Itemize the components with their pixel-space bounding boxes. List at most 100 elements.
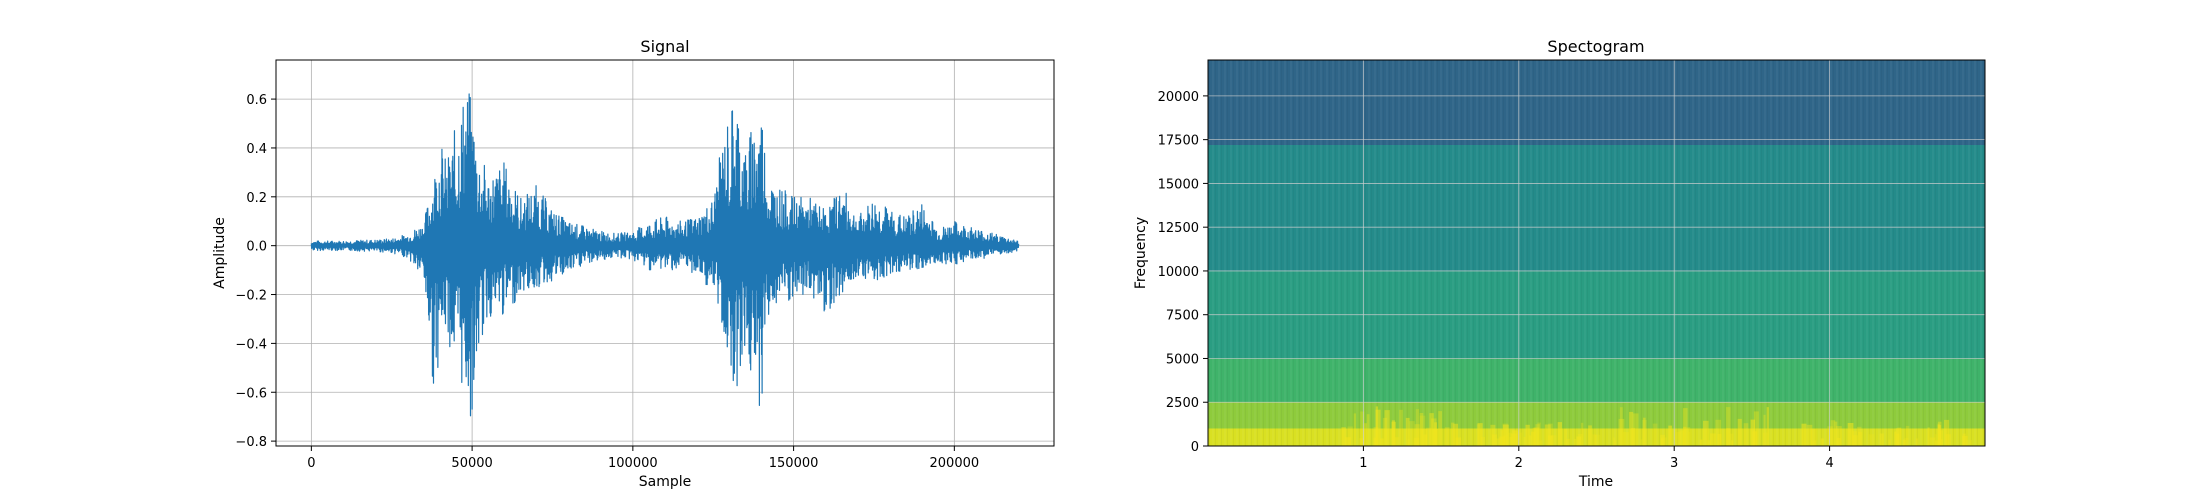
- spectrogram-energy: [1531, 431, 1536, 446]
- spectrogram-energy: [1806, 424, 1813, 446]
- signal-ytick-label: 0.6: [246, 93, 267, 108]
- spectrogram-energy: [1834, 421, 1838, 446]
- spectrogram-energy: [1619, 407, 1623, 446]
- spectrogram-energy: [1945, 434, 1952, 446]
- spectrogram-energy: [1710, 433, 1716, 446]
- spectrogram-energy: [1726, 428, 1730, 446]
- spectrogram-energy: [1643, 417, 1646, 446]
- signal-ylabel: Amplitude: [212, 217, 228, 289]
- spectrogram-energy: [1438, 411, 1442, 446]
- signal-ytick-label: 0.2: [246, 191, 267, 206]
- spectrogram-energy: [1934, 440, 1939, 446]
- spectrogram-grid: [1208, 60, 1985, 446]
- spectrogram-energy: [1962, 435, 1968, 446]
- spectrogram-energy: [1629, 411, 1634, 446]
- spectrogram-energy: [1507, 432, 1512, 446]
- spectrogram-energy: [1391, 421, 1396, 446]
- spectrogram-energy: [1525, 424, 1530, 446]
- signal-ytick-label: 0.4: [246, 142, 267, 157]
- spectrogram-energy: [1533, 427, 1540, 446]
- spectrogram-energy: [1399, 409, 1403, 446]
- signal-xtick-label: 100000: [608, 456, 658, 471]
- spectrogram-energy: [1966, 440, 1972, 446]
- spectrogram-ytick-label: 20000: [1158, 90, 1199, 105]
- spectrogram-energy: [1683, 426, 1687, 446]
- spectrogram-energy: [1539, 440, 1543, 446]
- spectrogram-energy: [1944, 419, 1950, 446]
- spectrogram-energy: [1726, 407, 1731, 446]
- signal-ytick-label: −0.2: [235, 289, 267, 304]
- spectrogram-energy: [1379, 438, 1384, 446]
- spectrogram-energy: [1395, 437, 1400, 446]
- spectrogram-energy: [1830, 420, 1836, 446]
- spectrogram-energy: [1888, 439, 1891, 446]
- spectrogram-energy: [1929, 437, 1936, 446]
- spectrogram-energy: [1373, 437, 1377, 446]
- spectrogram-energy: [1763, 414, 1766, 446]
- spectrogram-energy: [1766, 407, 1769, 446]
- signal-xtick-label: 0: [307, 456, 315, 471]
- spectrogram-ytick-label: 5000: [1166, 352, 1199, 367]
- spectrogram-energy: [1904, 437, 1909, 446]
- spectrogram-energy: [1835, 426, 1842, 446]
- spectrogram-frame: [1207, 59, 1986, 447]
- spectrogram-energy: [1360, 411, 1365, 446]
- spectrogram-energy: [1384, 410, 1390, 446]
- spectrogram-texture: [1208, 60, 1985, 446]
- spectrogram-energy: [1934, 434, 1937, 446]
- spectrogram-energy: [1502, 435, 1508, 446]
- signal-ytick-label: −0.4: [235, 337, 267, 352]
- spectrogram-ylabel: Frequency: [1133, 217, 1149, 289]
- spectrogram-heatmap: [1208, 60, 1985, 446]
- spectrogram-energy: [1731, 440, 1734, 446]
- spectrogram-energy: [1455, 437, 1462, 446]
- signal-xtick-label: 150000: [769, 456, 819, 471]
- spectrogram-energy: [1915, 438, 1919, 446]
- spectrogram-energy: [1444, 427, 1450, 446]
- spectrogram-energy: [1905, 425, 1910, 446]
- spectrogram-energy: [1502, 424, 1509, 446]
- spectrogram-energy: [1729, 433, 1734, 446]
- spectrogram-energy: [1707, 440, 1712, 446]
- spectrogram-energy: [1409, 421, 1415, 446]
- spectrogram-energy: [1613, 437, 1616, 446]
- spectrogram-energy: [1937, 421, 1942, 446]
- spectrogram-energy: [1868, 434, 1875, 446]
- spectrogram-energy: [1737, 418, 1742, 446]
- spectrogram-energy: [1566, 438, 1570, 446]
- spectrogram-energy: [1480, 437, 1485, 446]
- spectrogram-energy: [1683, 408, 1688, 446]
- signal-series: [310, 93, 1020, 417]
- spectrogram-ytick-label: 2500: [1166, 396, 1199, 411]
- spectrogram-energy: [1429, 413, 1434, 446]
- spectrogram-energy: [1699, 439, 1703, 446]
- spectrogram-energy: [1618, 418, 1625, 446]
- signal-xlabel: Sample: [639, 474, 692, 490]
- spectrogram-energy: [1927, 427, 1930, 446]
- spectrogram-energy: [1852, 431, 1857, 446]
- spectrogram-energy: [1544, 424, 1551, 446]
- spectrogram-energy: [1857, 426, 1862, 446]
- spectrogram-energy: [1715, 419, 1722, 446]
- spectrogram-xtick-label: 2: [1515, 456, 1523, 471]
- spectrogram-energy: [1516, 432, 1523, 446]
- spectrogram-energy: [1375, 406, 1378, 446]
- spectrogram-energy: [1660, 434, 1665, 446]
- spectrogram-energy: [1477, 423, 1483, 446]
- signal-xtick-label: 50000: [451, 456, 492, 471]
- spectrogram-energy: [1451, 422, 1455, 446]
- spectrogram-energy: [1528, 435, 1532, 446]
- spectrogram-energy: [1424, 428, 1428, 446]
- spectrogram-xtick-label: 3: [1670, 456, 1678, 471]
- spectrogram-energy: [1703, 420, 1709, 446]
- spectrogram-energy: [1614, 440, 1617, 446]
- spectrogram-energy: [1491, 434, 1497, 446]
- spectrogram-energy: [1425, 427, 1432, 446]
- spectrogram-energy: [1717, 434, 1722, 446]
- spectrogram-energy: [1588, 425, 1592, 446]
- spectrogram-energy: [1752, 431, 1758, 446]
- spectrogram-energy: [1434, 422, 1437, 446]
- spectrogram-energy: [1660, 438, 1664, 446]
- spectrogram-energy: [1341, 427, 1346, 446]
